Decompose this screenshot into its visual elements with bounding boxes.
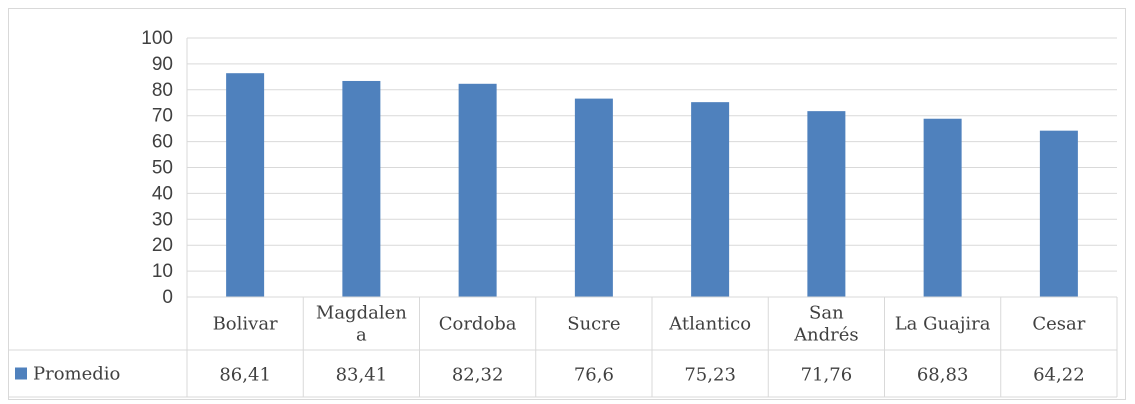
category-label: Bolivar bbox=[213, 314, 278, 335]
bar bbox=[807, 111, 846, 297]
bar bbox=[574, 98, 613, 297]
chart-frame: 0 10 20 30 40 50 60 70 80 90 100 Bolivar Magdalen a C… bbox=[8, 8, 1126, 400]
y-tick-label: 100 bbox=[141, 28, 173, 49]
y-tick-label: 20 bbox=[152, 235, 173, 256]
grid-layer bbox=[187, 37, 1117, 272]
value-cell: 71,76 bbox=[801, 365, 853, 386]
y-tick-label: 10 bbox=[152, 261, 173, 282]
legend-swatch bbox=[15, 367, 27, 380]
category-label: Atlantico bbox=[668, 314, 751, 335]
bar bbox=[226, 73, 265, 298]
y-tick-label: 0 bbox=[162, 287, 173, 308]
bar bbox=[458, 83, 497, 297]
y-tick-label: 50 bbox=[152, 158, 173, 179]
y-tick-label: 90 bbox=[152, 54, 173, 75]
bar bbox=[1039, 130, 1078, 297]
value-cell: 82,32 bbox=[452, 365, 504, 386]
value-cell: 68,83 bbox=[917, 365, 969, 386]
y-tick-label: 70 bbox=[152, 106, 173, 127]
category-label: La Guajira bbox=[895, 314, 991, 335]
value-cell: 86,41 bbox=[219, 365, 271, 386]
bar bbox=[691, 102, 730, 297]
bar bbox=[342, 80, 381, 297]
chart-svg: 0 10 20 30 40 50 60 70 80 90 100 Bolivar Magdalen a C… bbox=[9, 28, 1118, 398]
y-tick-label: 40 bbox=[152, 183, 173, 204]
value-cell: 75,23 bbox=[684, 365, 736, 386]
category-label: Cesar bbox=[1032, 314, 1085, 335]
category-label: San Andrés bbox=[793, 303, 859, 346]
bar bbox=[923, 118, 962, 297]
category-label: Cordoba bbox=[439, 314, 517, 335]
legend-label: Promedio bbox=[33, 364, 120, 385]
value-cell: 83,41 bbox=[336, 365, 388, 386]
bar-layer bbox=[226, 73, 1078, 298]
y-tick-label: 80 bbox=[152, 80, 173, 101]
y-axis-ticks: 0 10 20 30 40 50 60 70 80 90 100 bbox=[141, 28, 173, 308]
category-label: Sucre bbox=[567, 314, 620, 335]
value-cell: 64,22 bbox=[1033, 365, 1085, 386]
category-label: Magdalen a bbox=[316, 303, 407, 346]
value-cell: 76,6 bbox=[574, 365, 614, 386]
data-table: Bolivar Magdalen a Cordoba Sucre Atlantico San… bbox=[9, 38, 1118, 398]
y-tick-label: 30 bbox=[152, 209, 173, 230]
y-tick-label: 60 bbox=[152, 132, 173, 153]
